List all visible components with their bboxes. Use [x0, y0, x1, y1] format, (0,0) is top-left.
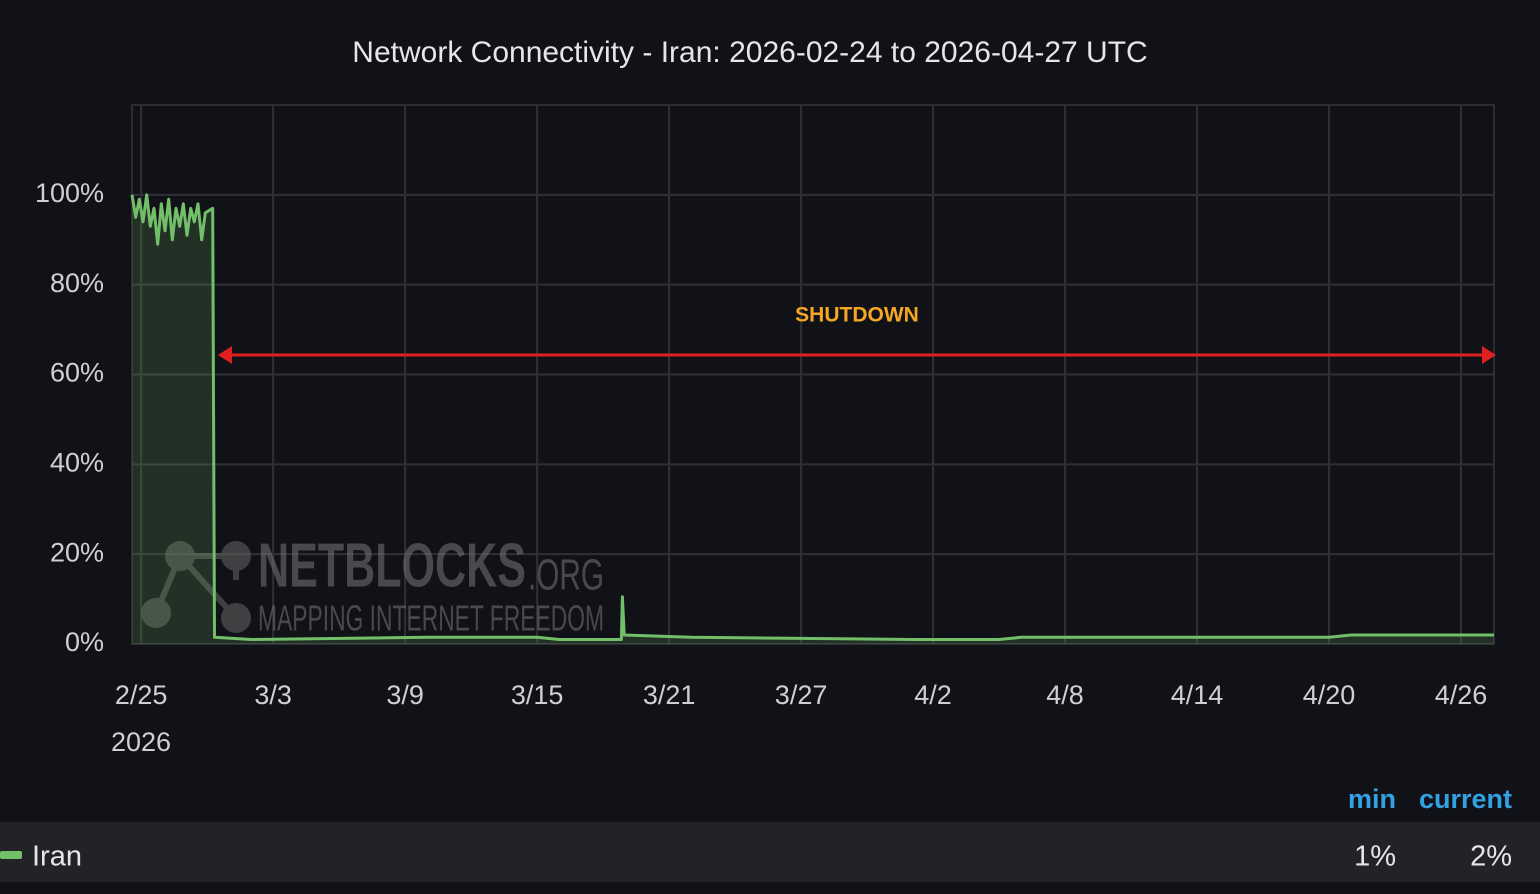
- x-tick-label: 2/25: [115, 680, 168, 710]
- y-tick-label: 80%: [50, 268, 104, 298]
- x-tick-label: 3/27: [775, 680, 828, 710]
- y-tick-label: 20%: [50, 537, 104, 567]
- arrow-head: [218, 346, 232, 364]
- logo-links: [153, 553, 239, 621]
- watermark-title: NETBLOCKS: [258, 531, 526, 600]
- x-year-label: 2026: [111, 727, 171, 757]
- legend-row: [0, 822, 1540, 882]
- annotation-label: SHUTDOWN: [795, 304, 919, 327]
- y-tick-label: 60%: [50, 358, 104, 388]
- legend-value: 1%: [1354, 841, 1396, 873]
- x-tick-label: 3/3: [254, 680, 292, 710]
- x-tick-label: 4/8: [1046, 680, 1084, 710]
- legend-value: 2%: [1470, 841, 1512, 873]
- x-tick-label: 4/26: [1435, 680, 1488, 710]
- y-tick-label: 0%: [65, 627, 104, 657]
- watermark-subtitle: MAPPING INTERNET FREEDOM: [258, 598, 604, 639]
- watermark-suffix: .ORG: [528, 551, 604, 600]
- legend-header: current: [1419, 784, 1512, 814]
- series-line: [130, 193, 1494, 641]
- watermark: NETBLOCKS .ORG MAPPING INTERNET FREEDOM: [141, 531, 604, 639]
- plot: [130, 193, 1494, 645]
- annotation-arrow: [218, 346, 1496, 364]
- y-tick-label: 100%: [35, 178, 104, 208]
- x-tick-label: 3/21: [643, 680, 696, 710]
- arrow-head: [1482, 346, 1496, 364]
- y-tick-label: 40%: [50, 447, 104, 477]
- x-tick-label: 3/15: [511, 680, 564, 710]
- x-tick-label: 3/9: [386, 680, 424, 710]
- legend-label: Iran: [32, 841, 82, 873]
- legend-swatch: [0, 851, 22, 859]
- legend-header: min: [1348, 784, 1396, 814]
- chart-title: Network Connectivity - Iran: 2026-02-24 …: [352, 36, 1147, 69]
- x-tick-label: 4/2: [914, 680, 952, 710]
- x-tick-label: 4/20: [1303, 680, 1356, 710]
- grid: 0% 20% 40% 60% 80% 100% 2/25 3/3 3/9 3/15 3/21 3/27…: [35, 104, 1495, 710]
- x-tick-label: 4/14: [1171, 680, 1224, 710]
